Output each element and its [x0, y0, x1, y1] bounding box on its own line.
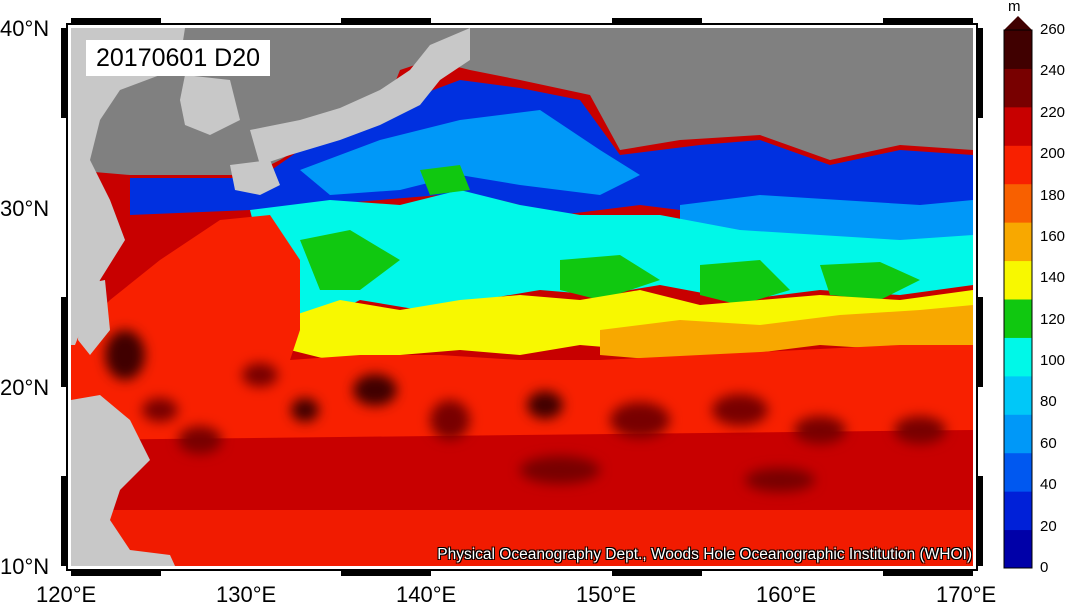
colorbar-swatch: [1004, 452, 1032, 492]
lat-label-30n: 30°N: [0, 196, 50, 221]
colorbar-tick-label: 0: [1040, 559, 1049, 576]
colorbar-tick-label: 100: [1040, 352, 1066, 370]
colorbar-swatch: [1004, 183, 1032, 223]
colorbar-tick-label: 80: [1040, 393, 1057, 411]
frame-ticks: [61, 18, 983, 576]
colorbar-swatch: [1004, 106, 1032, 146]
colorbar-tick-label: 60: [1040, 434, 1057, 452]
credit-text: Physical Oceanography Dept., Woods Hole …: [437, 546, 972, 563]
colorbar-tick-label: 120: [1040, 310, 1066, 328]
colorbar-tick-label: 240: [1040, 62, 1066, 80]
lon-label-120e: 120°E: [36, 582, 97, 607]
colorbar-swatch: [1004, 299, 1032, 338]
colorbar-arrow: [1004, 16, 1032, 30]
lon-label-140e: 140°E: [396, 582, 457, 607]
red-core: [71, 215, 973, 440]
colorbar-swatch: [1004, 145, 1032, 185]
colorbar-swatch: [1004, 491, 1032, 531]
colorbar-swatch: [1004, 529, 1032, 569]
lat-label-10n: 10°N: [0, 554, 50, 579]
colorbar-unit: m: [1008, 0, 1021, 15]
colorbar-tick-label: 140: [1040, 269, 1066, 287]
land: [71, 28, 470, 566]
colorbar-tick-label: 180: [1040, 186, 1066, 204]
lat-label-40n: 40°N: [0, 16, 50, 41]
lat-label-20n: 20°N: [0, 375, 50, 400]
lon-label-130e: 130°E: [216, 582, 277, 607]
colorbar-swatch: [1004, 30, 1032, 69]
map-title: 20170601 D20: [86, 40, 271, 76]
colorbar-tick-label: 160: [1040, 227, 1066, 245]
colorbar-tick-label: 40: [1040, 476, 1057, 494]
colorbar-tick-label: 200: [1040, 145, 1066, 163]
colorbar-swatch: [1004, 68, 1032, 108]
colorbar-swatch: [1004, 260, 1032, 300]
colorbar-swatch: [1004, 222, 1032, 262]
lon-label-160e: 160°E: [756, 582, 817, 607]
colorbar-swatch: [1004, 375, 1032, 415]
yellow-band: [280, 290, 973, 360]
colorbar-tick-label: 220: [1040, 103, 1066, 121]
colorbar-tick-label: 20: [1040, 517, 1057, 535]
lon-label-170e: 170°E: [936, 582, 997, 607]
colorbar-swatch: [1004, 337, 1032, 377]
colorbar-tick-label: 260: [1040, 21, 1066, 38]
lon-label-150e: 150°E: [576, 582, 637, 607]
colorbar-border: [1003, 29, 1033, 569]
colorbar: [1003, 16, 1033, 569]
colorbar-swatch: [1004, 414, 1032, 454]
